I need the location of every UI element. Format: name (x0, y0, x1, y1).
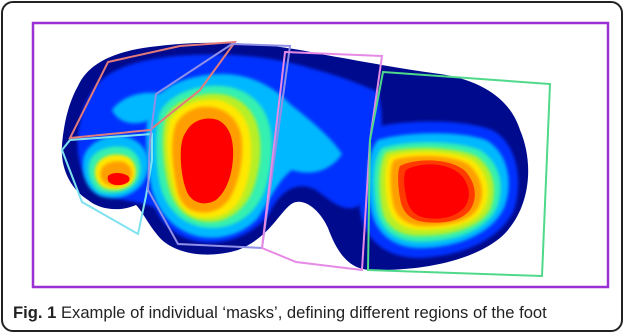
mask-forefoot (146, 42, 292, 250)
mask-midfoot (260, 50, 384, 272)
mask-toes-upper (68, 40, 238, 140)
figure-caption: Fig. 1 Example of individual ‘masks’, de… (13, 301, 613, 325)
region-masks (60, 40, 552, 278)
outer-box (31, 21, 610, 289)
caption-text: Example of individual ‘masks’, defining … (60, 303, 547, 322)
mask-heel (366, 70, 552, 278)
region-red-heel-core (404, 164, 469, 219)
caption-label: Fig. 1 (13, 303, 57, 322)
region-red-forefoot (180, 118, 234, 204)
pressure-heatmap (61, 42, 529, 271)
region-red-toe (107, 173, 130, 186)
region-lightblue-top (112, 92, 163, 124)
